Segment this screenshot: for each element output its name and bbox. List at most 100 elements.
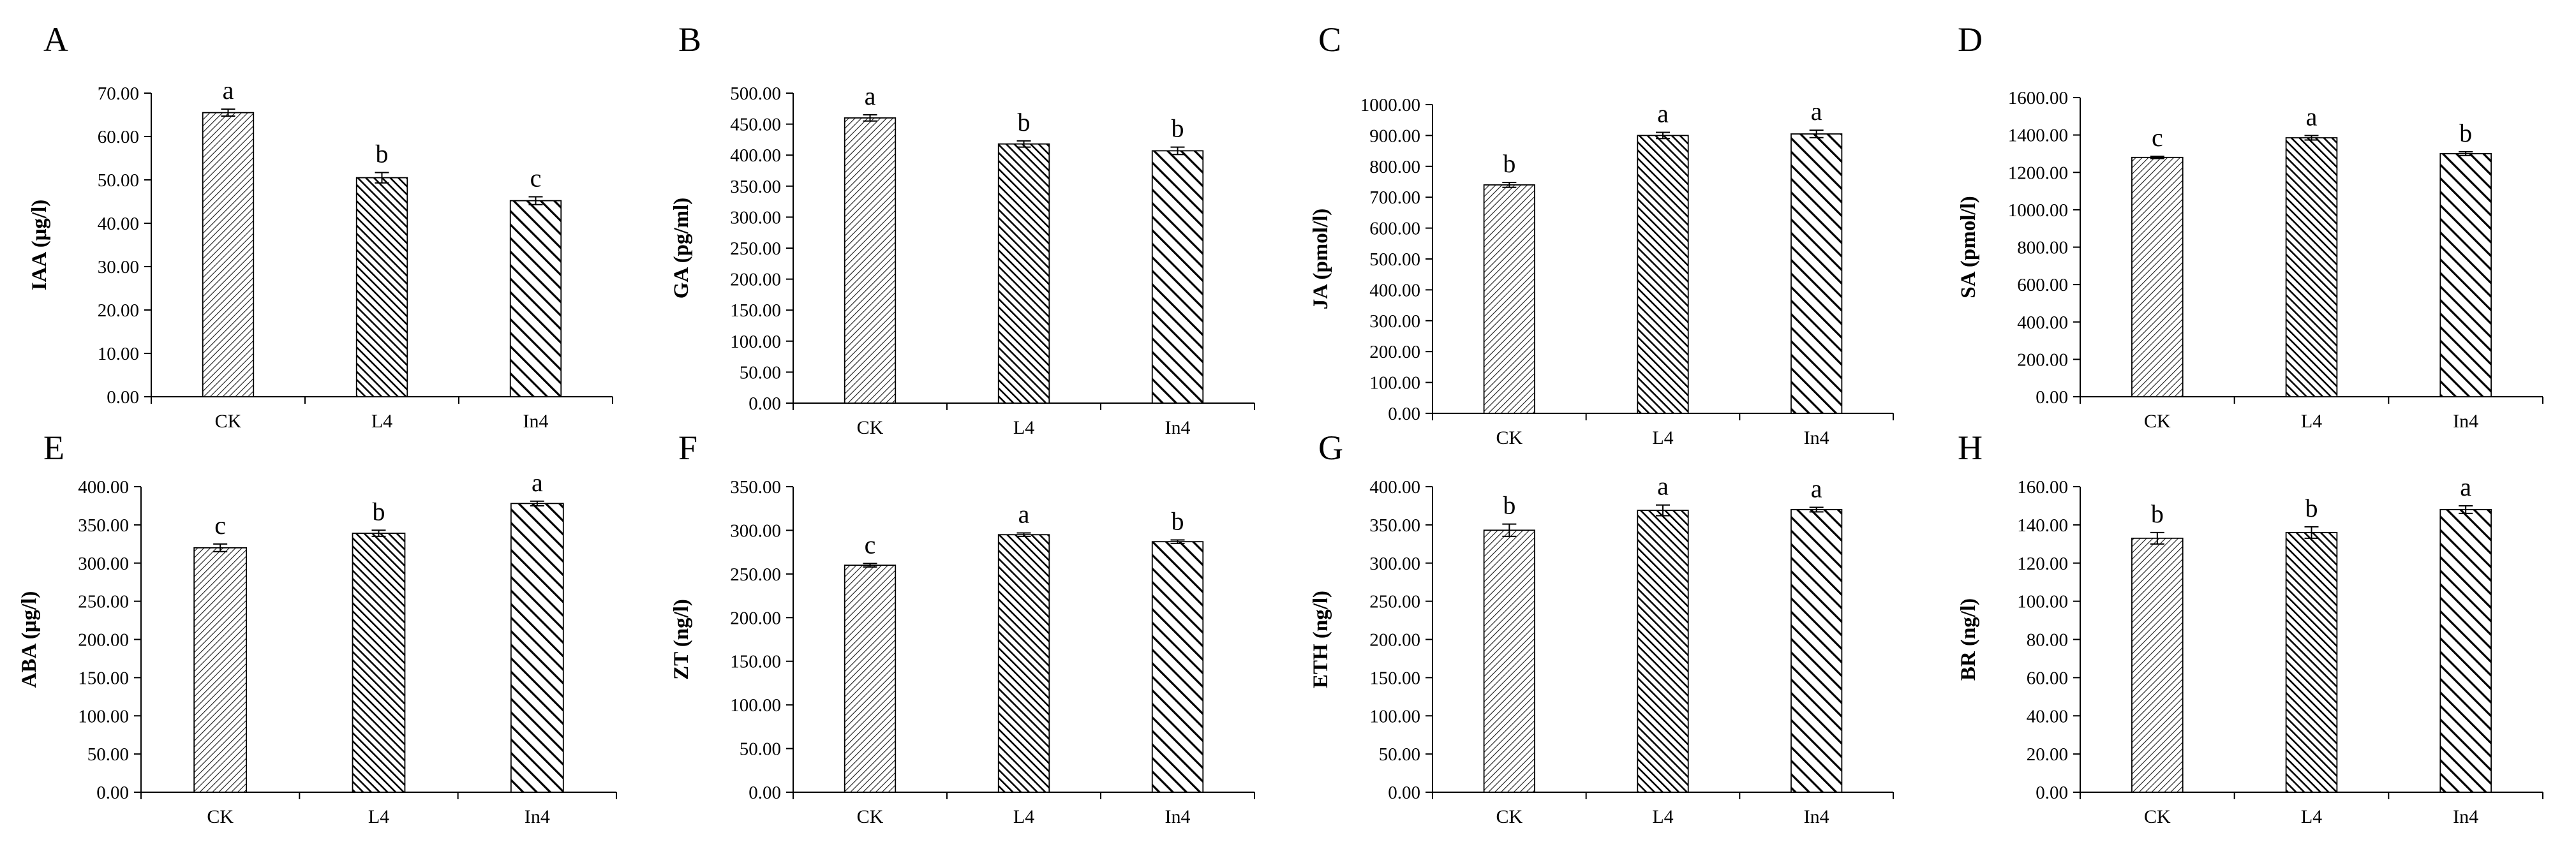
panel-c-ytick-label: 700.00 bbox=[1369, 188, 1420, 208]
panel-e-sig-letter-l4: b bbox=[373, 497, 385, 526]
panel-d-ytick-label: 800.00 bbox=[2017, 238, 2068, 258]
panel-c-sig-letter-ck: b bbox=[1503, 149, 1515, 178]
panel-d: D 0.00 200.00 400.00 600.00 800.00 1000.00 1200… bbox=[1957, 20, 2543, 432]
panel-a-y-axis-title: IAA (μg/l) bbox=[28, 200, 51, 290]
panel-e-y-axis-title: ABA (μg/l) bbox=[18, 591, 41, 688]
panel-h-ytick-label: 140.00 bbox=[2017, 515, 2068, 536]
panel-b-y-axis-title: GA (pg/ml) bbox=[670, 198, 693, 299]
panel-b-ytick-label: 400.00 bbox=[730, 145, 781, 166]
panel-c-sig-letter-in4: a bbox=[1811, 97, 1822, 126]
panel-h-category-label-l4: L4 bbox=[2301, 806, 2322, 827]
panel-b-category-label-in4: In4 bbox=[1165, 417, 1191, 438]
panel-e-ytick-label: 100.00 bbox=[78, 706, 129, 727]
panel-b-sig-letter-in4: b bbox=[1172, 114, 1184, 143]
panel-f-ytick-label: 300.00 bbox=[730, 520, 781, 541]
panel-h-category-label-ck: CK bbox=[2144, 806, 2171, 827]
panel-c-ytick-label: 800.00 bbox=[1369, 157, 1420, 177]
panel-c-ytick-label: 900.00 bbox=[1369, 126, 1420, 146]
panel-a-sig-letter-in4: c bbox=[530, 164, 542, 193]
panel-b-sig-letter-ck: a bbox=[865, 82, 876, 110]
panel-b-ytick-label: 200.00 bbox=[730, 270, 781, 290]
panel-e-ytick-label: 50.00 bbox=[87, 744, 129, 765]
panel-b-category-label-l4: L4 bbox=[1013, 417, 1034, 438]
panel-b-ytick-label: 0.00 bbox=[748, 394, 781, 414]
panel-f-bar-in4 bbox=[1151, 541, 1204, 793]
panel-f-ytick-label: 50.00 bbox=[740, 739, 781, 760]
panel-f-bar-ck bbox=[844, 565, 897, 793]
panel-g-ytick-label: 350.00 bbox=[1369, 515, 1420, 536]
panel-b-ytick-label: 250.00 bbox=[730, 239, 781, 259]
panel-a-ytick-label: 60.00 bbox=[98, 127, 139, 147]
panel-d-ytick-label: 1000.00 bbox=[2008, 200, 2068, 221]
panel-h-ytick-label: 40.00 bbox=[2027, 706, 2068, 727]
panel-b-ytick-label: 100.00 bbox=[730, 332, 781, 352]
panel-f: F 0.00 50.00 100.00 150.00 200.00 250.00 300.00… bbox=[670, 429, 1255, 827]
panel-d-ytick-label: 0.00 bbox=[2036, 387, 2068, 408]
panel-h-letter: H bbox=[1958, 429, 1983, 467]
panel-f-category-label-l4: L4 bbox=[1013, 806, 1034, 827]
panel-f-sig-letter-l4: a bbox=[1018, 500, 1030, 529]
panel-c-category-label-ck: CK bbox=[1496, 427, 1523, 448]
panel-h-sig-letter-ck: b bbox=[2151, 499, 2164, 528]
panel-d-bar-ck bbox=[2131, 156, 2184, 397]
panel-e: E 0.00 50.00 100.00 150.00 200.00 250.00 300.00… bbox=[18, 429, 617, 827]
panel-c-category-label-in4: In4 bbox=[1804, 427, 1829, 448]
panel-f-ytick-label: 150.00 bbox=[730, 652, 781, 672]
panel-b-bar-l4 bbox=[997, 143, 1050, 404]
chart-panels: A 0.00 10.00 20.00 30.00 40.00 50.00 60.00 70.00… bbox=[18, 20, 2543, 827]
panel-f-sig-letter-in4: b bbox=[1172, 506, 1184, 535]
panel-g-ytick-label: 300.00 bbox=[1369, 554, 1420, 574]
panel-e-sig-letter-ck: c bbox=[214, 511, 226, 540]
panel-c-ytick-label: 400.00 bbox=[1369, 280, 1420, 300]
panel-c-ytick-label: 600.00 bbox=[1369, 219, 1420, 239]
panel-h-sig-letter-in4: a bbox=[2460, 473, 2471, 501]
panel-d-bar-in4 bbox=[2439, 153, 2492, 397]
panel-f-category-label-in4: In4 bbox=[1165, 806, 1191, 827]
panel-h-ytick-label: 120.00 bbox=[2017, 554, 2068, 574]
panel-f-letter: F bbox=[678, 429, 697, 467]
panel-g-bar-ck bbox=[1483, 529, 1535, 793]
panel-d-letter: D bbox=[1958, 20, 1983, 59]
panel-c-ytick-label: 0.00 bbox=[1388, 404, 1420, 424]
panel-h: H 0.00 20.00 40.00 60.00 80.00 100.00 120.00 140… bbox=[1957, 429, 2543, 827]
panel-a-sig-letter-ck: a bbox=[223, 76, 234, 105]
panel-a-ytick-label: 10.00 bbox=[98, 344, 139, 364]
panel-c-ytick-label: 200.00 bbox=[1369, 342, 1420, 362]
panel-a-ytick-label: 0.00 bbox=[107, 387, 139, 408]
panel-d-ytick-label: 1200.00 bbox=[2008, 163, 2068, 183]
panel-c-ytick-label: 300.00 bbox=[1369, 311, 1420, 332]
panel-e-ytick-label: 250.00 bbox=[78, 592, 129, 612]
panel-b-ytick-label: 150.00 bbox=[730, 300, 781, 321]
panel-b-sig-letter-l4: b bbox=[1018, 108, 1031, 137]
panel-c-bar-in4 bbox=[1791, 133, 1843, 414]
panel-f-ytick-label: 200.00 bbox=[730, 608, 781, 628]
panel-a-category-label-l4: L4 bbox=[371, 411, 392, 432]
panel-d-category-label-l4: L4 bbox=[2301, 411, 2322, 432]
panel-g-ytick-label: 100.00 bbox=[1369, 706, 1420, 727]
panel-a-letter: A bbox=[43, 20, 68, 59]
panel-a-ytick-label: 40.00 bbox=[98, 214, 139, 234]
panel-g-ytick-label: 50.00 bbox=[1379, 744, 1420, 765]
panel-g-ytick-label: 150.00 bbox=[1369, 668, 1420, 688]
panel-h-bar-l4 bbox=[2285, 531, 2338, 793]
panel-a-bar-in4 bbox=[509, 200, 562, 397]
panel-d-ytick-label: 400.00 bbox=[2017, 313, 2068, 333]
panel-d-category-label-in4: In4 bbox=[2453, 411, 2478, 432]
panel-g-ytick-label: 0.00 bbox=[1388, 783, 1420, 803]
panel-g-category-label-ck: CK bbox=[1496, 806, 1523, 827]
panel-g-sig-letter-in4: a bbox=[1811, 474, 1822, 503]
panel-a-category-label-ck: CK bbox=[215, 411, 242, 432]
panel-g-category-label-in4: In4 bbox=[1804, 806, 1829, 827]
panel-e-category-label-ck: CK bbox=[207, 806, 234, 827]
panel-c-sig-letter-l4: a bbox=[1657, 100, 1669, 128]
panel-a-ytick-label: 30.00 bbox=[98, 257, 139, 277]
panel-h-ytick-label: 0.00 bbox=[2036, 783, 2068, 803]
panel-d-sig-letter-in4: b bbox=[2459, 119, 2472, 147]
panel-e-ytick-label: 150.00 bbox=[78, 668, 129, 688]
panel-e-bar-ck bbox=[193, 547, 248, 793]
panel-c: C 0.00 100.00 200.00 300.00 400.00 500.00 600.0… bbox=[1309, 20, 1894, 448]
panel-e-ytick-label: 400.00 bbox=[78, 477, 129, 498]
panel-g-sig-letter-l4: a bbox=[1657, 472, 1669, 501]
panel-h-bar-in4 bbox=[2439, 509, 2492, 793]
panel-a-category-label-in4: In4 bbox=[523, 411, 549, 432]
